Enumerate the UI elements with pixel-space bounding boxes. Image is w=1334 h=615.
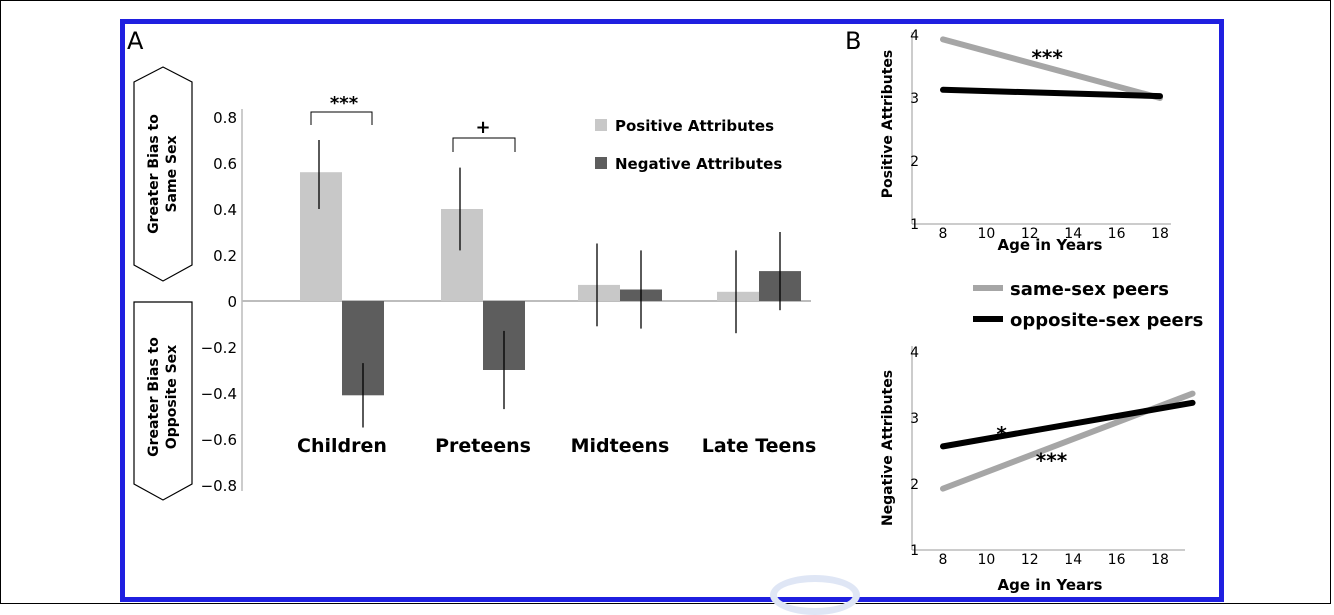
legend-same-sex-label: same-sex peers	[1010, 279, 1169, 300]
b-ytick-label: 4	[910, 28, 919, 44]
bar-positive	[300, 172, 342, 301]
panel-a: A Greater Bias to Same Sex Greater Bias …	[127, 27, 817, 501]
line-opposite-sex	[940, 399, 1196, 450]
a-ytick-label: −0.8	[201, 477, 237, 495]
b-bottom-xlabel: Age in Years	[998, 576, 1103, 594]
legend-positive-swatch	[595, 119, 607, 131]
bar-positive	[441, 209, 483, 301]
legend-negative-swatch	[595, 157, 607, 169]
bar-positive	[578, 284, 620, 301]
bar-positive	[717, 291, 759, 301]
b-bottom-ylabel: Negative Attributes	[880, 370, 896, 526]
ylabel-top-line2: Same Sex	[164, 135, 180, 212]
a-ytick-label: 0.8	[213, 109, 237, 127]
legend-positive-label: Positive Attributes	[615, 117, 774, 135]
ylabel-bottom-line1: Greater Bias to	[146, 337, 162, 457]
panel-b: B Positive Attributes Age in Years 43218…	[845, 27, 1203, 594]
a-ytick-label: 0.6	[213, 155, 237, 173]
b-xtick-label: 12	[1021, 226, 1039, 242]
b-xtick-label: 8	[939, 552, 948, 568]
b-xtick-label: 18	[1151, 552, 1169, 568]
panel-a-label: A	[127, 27, 144, 55]
b-xtick-label: 16	[1108, 226, 1126, 242]
line-same-sex	[940, 36, 1163, 101]
bracket-preteens	[452, 137, 516, 152]
a-ytick-label: 0.2	[213, 247, 237, 265]
a-ytick-label: −0.6	[201, 431, 237, 449]
b-ytick-label: 2	[910, 154, 919, 170]
b-ytick-label: 2	[910, 477, 919, 493]
figure-canvas: A Greater Bias to Same Sex Greater Bias …	[127, 27, 1203, 594]
b-ytick-label: 1	[910, 217, 919, 233]
a-ytick-label: −0.4	[201, 385, 237, 403]
a-ytick-label: 0	[227, 293, 237, 311]
sig-annotation: ***	[1036, 449, 1068, 473]
sig-children: ***	[330, 93, 359, 114]
a-ytick-label: −0.2	[201, 339, 237, 357]
b-ytick-label: 4	[910, 345, 919, 361]
legend-opposite-sex-label: opposite-sex peers	[1010, 310, 1203, 331]
arrow-up-box	[133, 66, 193, 282]
watermark-ring	[770, 575, 860, 615]
b-xtick-label: 12	[1021, 552, 1039, 568]
sig-preteens: +	[475, 117, 490, 138]
legend-negative-label: Negative Attributes	[615, 155, 782, 173]
b-xtick-label: 8	[939, 226, 948, 242]
figure-frame: A Greater Bias to Same Sex Greater Bias …	[120, 19, 1224, 602]
category-label: Late Teens	[702, 435, 817, 457]
line-opposite-sex	[940, 86, 1163, 100]
sig-annotation: ***	[1031, 46, 1063, 70]
panel-b-label: B	[845, 27, 861, 55]
a-ytick-label: 0.4	[213, 201, 237, 219]
b-xtick-label: 10	[977, 552, 995, 568]
arrow-down-box	[133, 301, 193, 501]
page-frame	[0, 0, 1331, 604]
b-xtick-label: 14	[1064, 552, 1082, 568]
b-xtick-label: 14	[1064, 226, 1082, 242]
b-ytick-label: 3	[910, 91, 919, 107]
ylabel-top-line1: Greater Bias to	[146, 114, 162, 234]
category-label: Children	[297, 435, 387, 457]
ylabel-bottom-line2: Opposite Sex	[164, 345, 180, 449]
b-top-ylabel: Positive Attributes	[880, 50, 896, 198]
b-ytick-label: 1	[910, 543, 919, 559]
sig-annotation: *	[996, 422, 1007, 446]
b-xtick-label: 16	[1108, 552, 1126, 568]
b-xtick-label: 10	[977, 226, 995, 242]
bracket-children	[310, 111, 373, 125]
b-top-xlabel: Age in Years	[998, 236, 1103, 254]
category-label: Midteens	[571, 435, 670, 457]
b-ytick-label: 3	[910, 411, 919, 427]
b-xtick-label: 18	[1151, 226, 1169, 242]
category-label: Preteens	[435, 435, 531, 457]
